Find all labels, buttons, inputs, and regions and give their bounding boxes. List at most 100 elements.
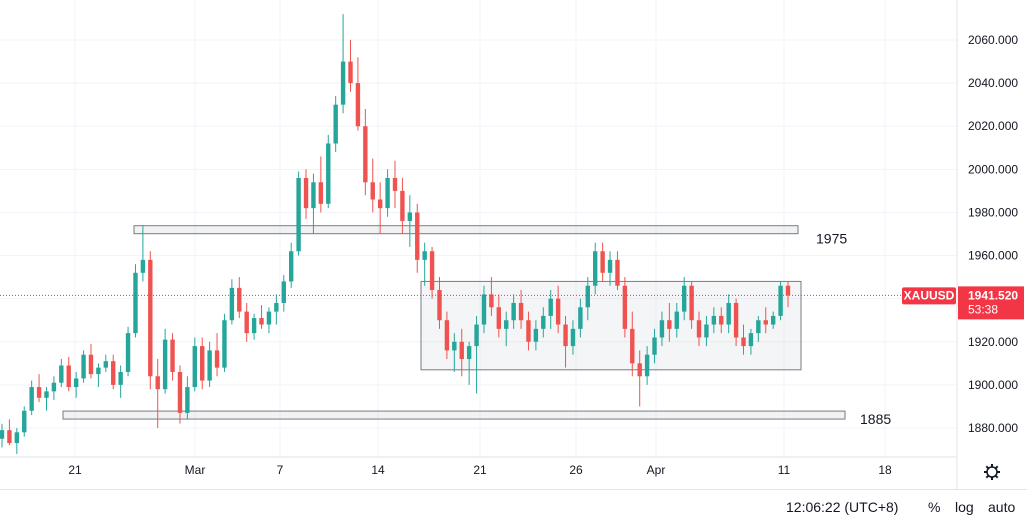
y-tick-label: 1900.000 [968,378,1018,392]
candle-body [563,324,568,347]
y-tick-label: 2060.000 [968,33,1018,47]
candle-body [785,285,791,296]
candle-body [140,259,146,273]
x-tick-label: 14 [371,463,385,477]
y-tick-label: 1980.000 [968,205,1018,219]
candle-body [422,251,427,260]
x-tick-label: 11 [778,463,791,477]
price-chart[interactable]: 1975 1885 2060.000 2040.000 2020.000 2000.000… [0,0,1027,489]
candle-body [333,104,338,144]
symbol-tag [902,287,956,305]
candle-body [489,294,494,308]
candle-body [251,318,257,334]
x-tick-label: 7 [277,463,284,477]
candle-body [607,259,613,273]
candle-body [429,251,435,291]
auto-scale-button[interactable]: auto [988,499,1016,515]
candle-body [541,315,546,329]
candle-body [155,376,160,390]
candle-body [400,190,405,222]
candle-body [340,61,346,105]
candle-body [36,387,42,398]
candle-body [214,350,220,368]
candle-body [518,302,524,321]
symbol-tag-label: XAUUSD [904,288,955,302]
candle-body [496,307,502,329]
candle-body [148,259,153,377]
support-level-box[interactable] [62,410,846,420]
candle-body [118,371,123,385]
candle-body [200,346,205,381]
gear-icon[interactable] [984,464,1000,480]
candle-body [726,302,731,325]
candle-body [207,350,212,381]
candle-body [466,346,472,360]
candle-body [185,387,190,413]
candle-body [504,320,509,329]
y-tick-label: 1960.000 [968,249,1018,263]
candle-body [222,320,227,368]
candle-body [29,387,34,411]
x-tick-label: 21 [68,463,82,477]
candle-body [177,371,183,413]
candle-body [667,320,672,329]
y-tick-label: 2020.000 [968,119,1018,133]
candle-body [444,320,450,351]
candle-body [644,354,650,377]
candle-body [437,290,442,321]
x-tick-label: Apr [647,463,666,477]
candle-body [229,287,235,321]
candle-body [96,367,101,375]
x-tick-label: 21 [473,463,487,477]
candle-body [14,432,20,444]
candle-body [303,177,309,209]
candle-body [778,285,783,316]
candle-body [385,177,390,209]
candle-body [311,182,316,209]
support-level-label: 1885 [860,411,891,427]
candle-body [125,333,131,372]
candle-body [363,126,368,183]
y-tick-label: 2000.000 [968,162,1018,176]
candle-body [452,341,457,351]
candle-body [622,285,628,329]
candle-body [652,337,657,355]
clock-readout[interactable]: 12:06:22 (UTC+8) [786,499,899,515]
candle-body [288,251,294,282]
candle-body [326,143,331,204]
candle-body [111,361,116,385]
candle-body [689,285,694,321]
candle-body [407,212,413,222]
y-tick-label: 1880.000 [968,421,1018,435]
candle-body [548,298,553,316]
candle-body [593,251,598,286]
candle-body [681,285,687,312]
candle-body [615,259,620,286]
candle-body [555,298,561,325]
resistance-level-box[interactable] [133,225,799,235]
candle-body [674,311,679,329]
log-scale-button[interactable]: log [955,499,974,515]
candle-body [103,361,109,368]
candle-body [281,281,286,303]
candle-body [88,354,94,375]
last-price-value: 1941.520 [968,288,1018,302]
candle-body [296,177,301,252]
candle-body [711,315,717,325]
x-tick-label: Mar [185,463,206,477]
candle-body [355,83,361,127]
candle-body [600,251,605,273]
candle-body [162,339,168,390]
candle-body [415,212,420,260]
x-tick-label: 18 [878,463,892,477]
candle-body [237,287,242,312]
candle-body [192,346,197,388]
candle-body [170,339,175,372]
candle-body [22,410,27,433]
candle-body [741,337,746,347]
percent-scale-button[interactable]: % [928,499,941,515]
candle-body [770,315,776,325]
candle-body [274,302,279,312]
candle-body [756,320,761,334]
